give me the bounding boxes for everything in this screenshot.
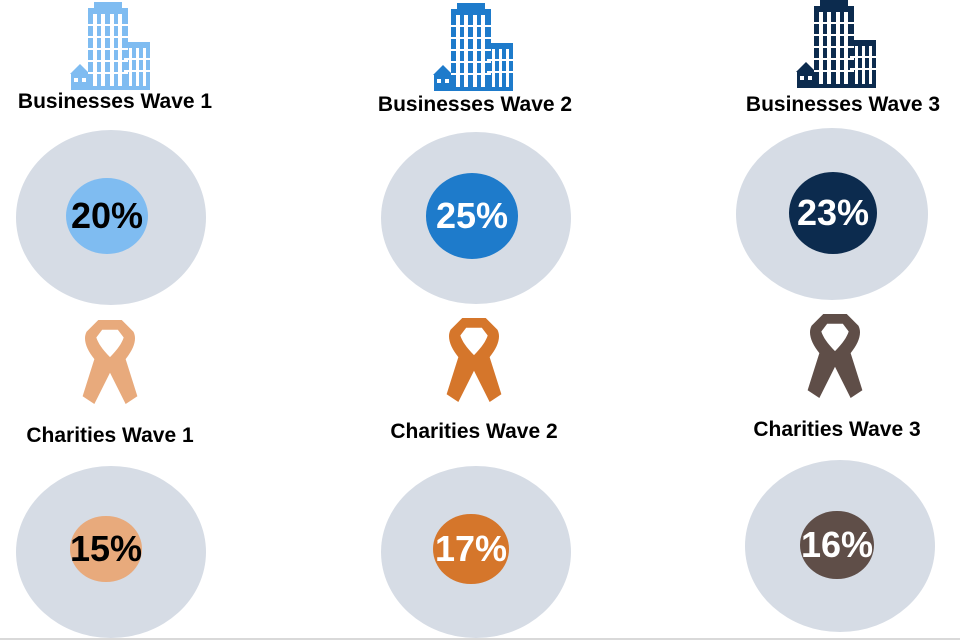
office-building-icon <box>796 0 878 88</box>
awareness-ribbon-icon <box>80 318 140 406</box>
charities-wave-3-label: Charities Wave 3 <box>753 418 921 441</box>
businesses-wave-2-label: Businesses Wave 2 <box>377 93 573 116</box>
charities-wave-2-value-circle: 17% <box>433 513 509 585</box>
charities-wave-2-value-label: 17% <box>434 527 508 569</box>
businesses-wave-2-value-label: 25% <box>435 194 509 236</box>
businesses-wave-1-value-label: 20% <box>70 194 144 236</box>
awareness-ribbon-icon <box>805 312 865 400</box>
office-building-icon <box>433 3 515 91</box>
businesses-wave-1-value-circle: 20% <box>65 177 149 255</box>
awareness-ribbon-icon <box>444 316 504 404</box>
charities-wave-1-label: Charities Wave 1 <box>26 424 194 447</box>
charities-wave-2-label: Charities Wave 2 <box>390 420 558 443</box>
office-building-icon <box>70 2 152 90</box>
charities-wave-3-value-circle: 16% <box>800 510 874 580</box>
businesses-wave-3-label: Businesses Wave 3 <box>745 93 941 116</box>
businesses-wave-1-label: Businesses Wave 1 <box>17 90 213 113</box>
page-bottom-edge <box>0 638 960 640</box>
businesses-wave-3-value-circle: 23% <box>788 171 878 255</box>
charities-wave-1-value-circle: 15% <box>69 515 143 583</box>
charities-wave-1-value-label: 15% <box>69 527 143 569</box>
businesses-wave-2-value-circle: 25% <box>426 173 518 259</box>
businesses-wave-3-value-label: 23% <box>796 191 870 233</box>
charities-wave-3-value-label: 16% <box>800 523 874 565</box>
